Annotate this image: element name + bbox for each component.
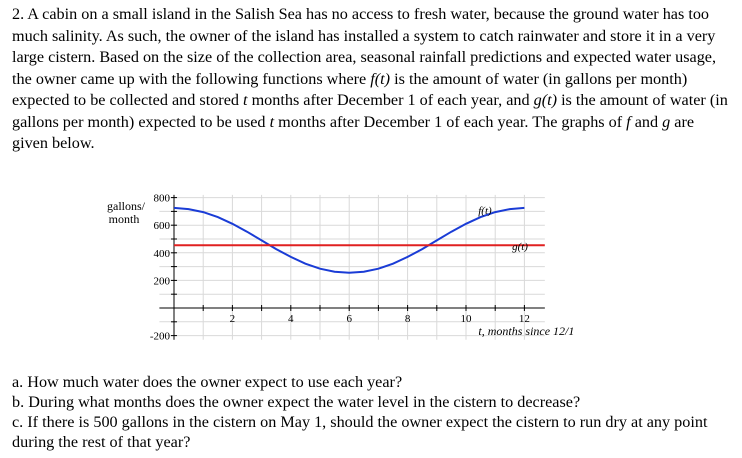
problem-text-6: are given below. <box>12 112 695 153</box>
question-c: c. If there is 500 gallons in the cister… <box>12 413 708 451</box>
x-tick-label: 2 <box>230 313 236 325</box>
g-label: g <box>662 112 671 131</box>
problem-text-3: months after December 1 of each year, an… <box>251 91 530 109</box>
graph-container: 2 4 6 8 10 12 800 600 400 200 -200 gallons/ month … <box>100 180 640 355</box>
y-tick-label: 600 <box>154 220 171 232</box>
x-tick-label: 6 <box>346 313 352 325</box>
problem-statement: 2. A cabin on a small island in the Sali… <box>12 4 734 155</box>
f-curve-label: f(t) <box>478 205 492 217</box>
problem-text-1: A cabin on a small island in the Salish … <box>12 5 717 88</box>
tick-marks: 2 4 6 8 10 12 800 600 400 200 -200 <box>150 193 530 343</box>
f-of-t-label: f(t) <box>370 69 391 88</box>
x-tick-label: 8 <box>405 313 411 325</box>
x-tick-label: 10 <box>461 313 473 325</box>
questions: a. How much water does the owner expect … <box>12 372 734 452</box>
y-tick-label: 400 <box>154 248 171 260</box>
y-axis-label-top: gallons/ <box>107 199 146 213</box>
and-word: and <box>634 112 659 131</box>
problem-text-4: is the amount of water (in gallons per m… <box>12 91 728 131</box>
t-variable: t <box>243 91 248 109</box>
question-b: b. During what months does the owner exp… <box>12 393 581 411</box>
x-tick-label: 4 <box>288 313 294 325</box>
problem-number: 2. <box>12 5 25 23</box>
t-variable-2: t <box>269 112 275 131</box>
x-tick-label: 12 <box>519 313 530 325</box>
x-axis-label: t, months since 12/1 <box>478 324 574 338</box>
question-a: a. How much water does the owner expect … <box>12 373 403 391</box>
g-line-label: g(t) <box>512 241 528 253</box>
f-label: f <box>626 112 631 131</box>
y-axis-label-bottom: month <box>109 212 140 226</box>
axes <box>159 194 545 340</box>
g-of-t-label: g(t) <box>533 91 558 109</box>
f-curve <box>173 206 525 274</box>
y-tick-label: 800 <box>154 193 171 205</box>
problem-text-5: months after December 1 of each year. Th… <box>278 112 623 131</box>
y-tick-label: -200 <box>150 331 171 343</box>
series-layer <box>173 206 545 274</box>
y-tick-label: 200 <box>154 275 171 287</box>
problem-text-2: is the amount of water (in gallons per m… <box>12 69 688 110</box>
